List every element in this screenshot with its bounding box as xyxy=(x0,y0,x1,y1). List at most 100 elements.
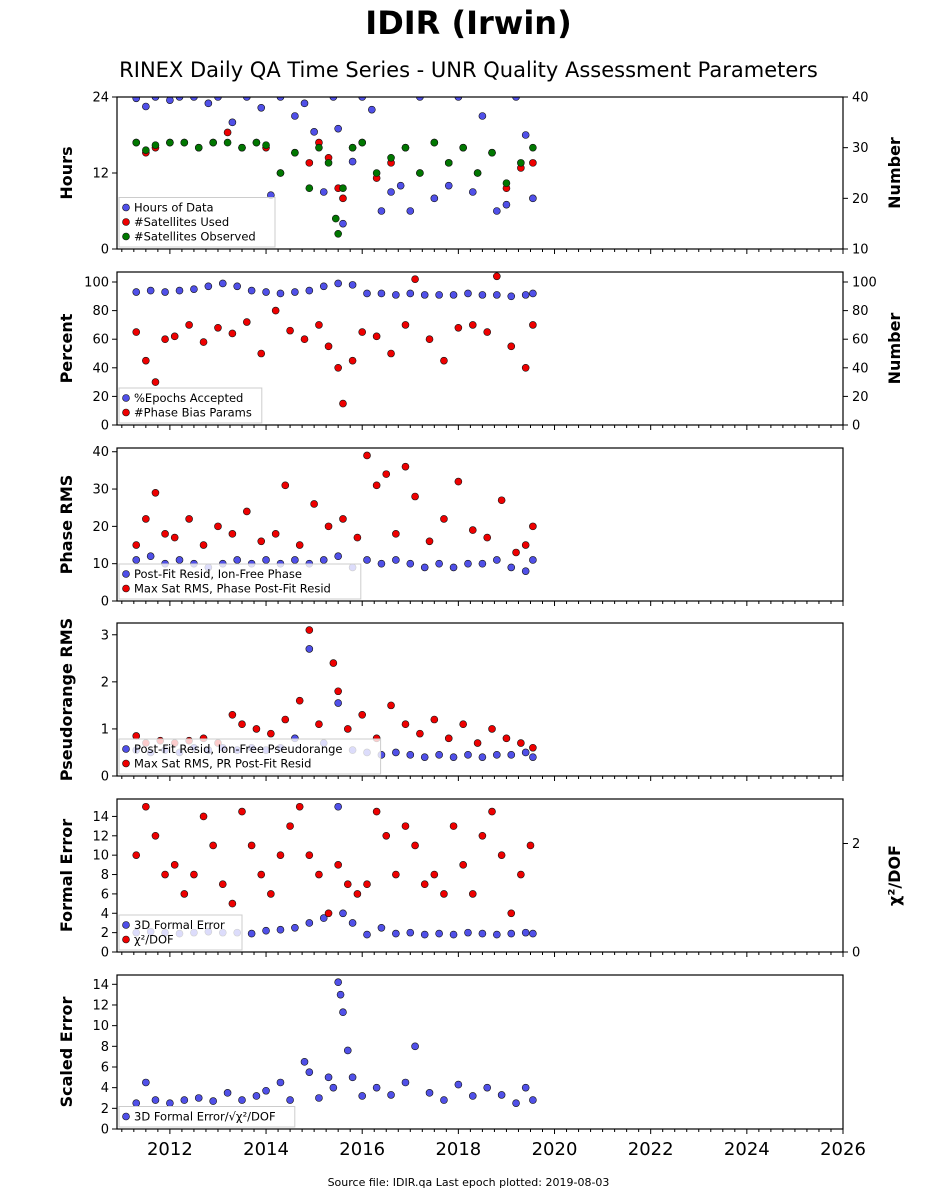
data-point xyxy=(334,687,342,696)
data-point xyxy=(180,138,189,147)
data-point xyxy=(387,1091,395,1099)
data-point xyxy=(420,880,429,889)
data-point xyxy=(271,306,280,315)
series-2 xyxy=(132,626,537,752)
y-right-tick-label: 80 xyxy=(852,304,869,319)
data-point xyxy=(334,861,342,869)
data-point xyxy=(478,291,487,299)
y-tick-label: 0 xyxy=(101,419,109,434)
data-point xyxy=(228,899,237,908)
series-points xyxy=(132,451,537,575)
data-point xyxy=(180,1096,189,1104)
data-point xyxy=(348,356,357,365)
data-point xyxy=(339,184,347,192)
data-point xyxy=(416,97,424,101)
data-point xyxy=(406,751,415,759)
data-point xyxy=(315,321,323,329)
data-point xyxy=(425,335,434,344)
data-point xyxy=(464,559,472,568)
data-point xyxy=(209,1097,217,1105)
data-point xyxy=(401,1078,410,1087)
data-point xyxy=(420,291,429,299)
data-point xyxy=(170,533,179,542)
legend-entry: Post-Fit Resid, Ion-Free Pseudorange xyxy=(134,742,342,756)
y-tick-label: 0 xyxy=(101,243,109,258)
data-point xyxy=(358,710,367,719)
data-point xyxy=(286,326,294,335)
data-point xyxy=(529,194,537,203)
data-point xyxy=(529,522,537,531)
data-point xyxy=(478,753,487,761)
data-point xyxy=(483,1083,492,1092)
y-tick-label: 24 xyxy=(92,91,109,106)
legend-entry: Hours of Data xyxy=(134,201,214,215)
data-point xyxy=(420,753,429,761)
legend-entry: Max Sat RMS, PR Post-Fit Resid xyxy=(134,757,311,771)
y-right-tick-label: 10 xyxy=(852,243,869,258)
data-point xyxy=(512,97,520,101)
y-tick-label: 30 xyxy=(92,483,109,498)
data-point xyxy=(478,559,487,568)
data-point xyxy=(243,507,251,516)
data-point xyxy=(271,530,280,538)
data-point xyxy=(233,282,241,291)
data-point xyxy=(387,188,395,196)
data-point xyxy=(372,332,381,341)
data-point xyxy=(502,200,511,209)
data-point xyxy=(262,556,270,564)
legend-box xyxy=(118,738,382,775)
data-point xyxy=(507,342,516,351)
data-point xyxy=(267,729,275,738)
data-point xyxy=(521,364,530,372)
data-point xyxy=(464,289,472,298)
data-point xyxy=(353,890,362,898)
data-point xyxy=(392,870,400,879)
y-tick-label: 10 xyxy=(92,557,109,572)
legend: Hours of Data#Satellites Used#Satellites… xyxy=(118,197,276,248)
data-point xyxy=(444,734,453,743)
data-point xyxy=(507,751,516,759)
data-point xyxy=(209,138,217,147)
data-point xyxy=(334,802,342,811)
data-point xyxy=(324,909,333,918)
data-point xyxy=(300,335,309,344)
y-tick-label: 8 xyxy=(101,868,109,883)
data-point xyxy=(252,1092,261,1100)
data-point xyxy=(348,143,357,152)
data-point xyxy=(392,291,400,299)
data-point xyxy=(339,909,347,918)
data-point xyxy=(132,138,141,147)
data-point xyxy=(228,118,237,127)
series-1 xyxy=(132,279,537,301)
data-point xyxy=(151,1096,160,1104)
data-point xyxy=(401,720,410,729)
panel-3: 0 10 20 30 40 Phase RMS Post-Fit Resid, Ion-Fr… xyxy=(57,445,844,610)
data-point xyxy=(449,563,458,572)
data-point xyxy=(392,748,400,757)
data-point xyxy=(315,1094,323,1102)
data-point xyxy=(493,751,501,759)
data-point xyxy=(291,923,299,932)
data-point xyxy=(161,870,169,879)
x-tick-label: 2022 xyxy=(628,1139,674,1160)
y-tick-label: 40 xyxy=(92,361,109,376)
y-tick-label: 0 xyxy=(101,770,109,785)
data-point xyxy=(363,289,371,298)
data-point xyxy=(416,729,424,738)
data-point xyxy=(488,148,496,157)
y-right-axis-label: χ²/DOF xyxy=(885,845,904,906)
legend-entry: #Phase Bias Params xyxy=(134,406,252,420)
data-point xyxy=(151,831,160,840)
data-point xyxy=(512,1099,520,1107)
legend-entry: #Satellites Observed xyxy=(134,230,256,244)
data-point xyxy=(199,338,208,346)
y-right-tick-label: 2 xyxy=(852,837,860,852)
data-point xyxy=(512,548,520,557)
series-1 xyxy=(132,978,537,1107)
data-point xyxy=(392,556,400,564)
data-point xyxy=(146,286,155,295)
plot-frame xyxy=(116,447,844,602)
data-point xyxy=(305,626,314,634)
legend: Post-Fit Resid, Ion-Free PseudorangeMax … xyxy=(118,738,382,775)
